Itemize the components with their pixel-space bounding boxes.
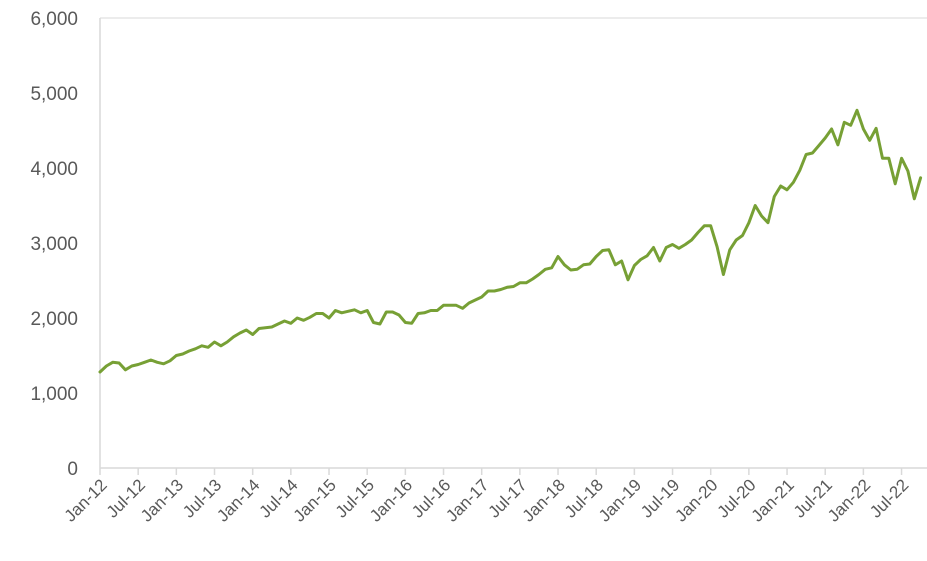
y-tick-label: 0 — [67, 459, 78, 480]
x-tick-label: Jan-18 — [519, 475, 569, 525]
x-tick-label: Jan-15 — [290, 475, 340, 525]
y-axis-ticks: 0 1,000 2,000 3,000 4,000 5,000 6,000 — [30, 9, 78, 480]
series-line — [98, 108, 923, 374]
x-tick-label: Jan-20 — [671, 475, 721, 525]
x-tick-label: Jan-22 — [824, 475, 874, 525]
x-tick-label: Jan-21 — [748, 475, 798, 525]
x-axis-ticks: Jan-12Jul-12Jan-13Jul-13Jan-14Jul-14Jan-… — [61, 468, 912, 526]
y-tick-label: 1,000 — [30, 384, 78, 405]
x-tick-label: Jul-22 — [866, 475, 912, 521]
x-tick-label: Jan-19 — [595, 475, 645, 525]
x-tick-label: Jan-16 — [366, 475, 416, 525]
y-tick-label: 6,000 — [30, 9, 78, 30]
x-tick-label: Jan-12 — [61, 475, 111, 525]
x-tick-label: Jan-14 — [213, 475, 263, 525]
y-tick-label: 3,000 — [30, 234, 78, 255]
series-layer — [98, 108, 923, 374]
x-tick-label: Jan-17 — [442, 475, 492, 525]
chart-axes — [99, 17, 927, 469]
y-tick-label: 5,000 — [30, 84, 78, 105]
y-tick-label: 4,000 — [30, 159, 78, 180]
x-tick-label: Jan-13 — [137, 475, 187, 525]
y-tick-label: 2,000 — [30, 309, 78, 330]
